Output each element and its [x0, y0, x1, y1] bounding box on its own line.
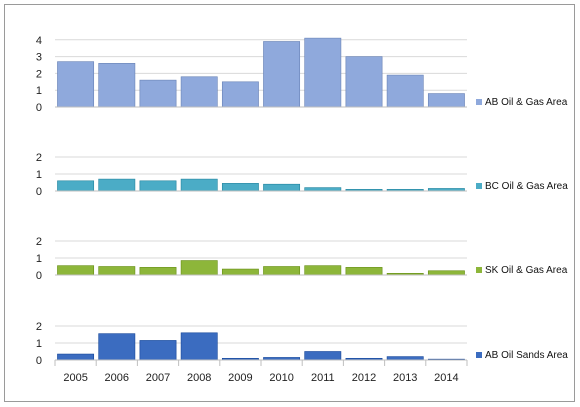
bar-ab-oil-gas-area-2007 [139, 79, 177, 108]
x-tick-label-2006: 2006 [105, 372, 129, 384]
legend-swatch-bc-oil-gas-area [476, 183, 482, 189]
bar-sk-oil-gas-area-2005 [57, 265, 95, 276]
bar-ab-oil-sands-area-2007 [139, 340, 177, 361]
bar-ab-oil-gas-area-2005 [57, 61, 95, 108]
bar-ab-oil-gas-area-2010 [263, 41, 301, 108]
bar-ab-oil-sands-area-2008 [180, 332, 218, 361]
bar-bc-oil-gas-area-2011 [304, 187, 342, 192]
y-tick-label-panel4: 0 [36, 355, 42, 367]
x-tick-label-2008: 2008 [187, 372, 211, 384]
y-tick-label-panel2: 0 [36, 186, 42, 198]
bar-ab-oil-gas-area-2014 [427, 93, 465, 108]
y-tick-label-panel1: 4 [36, 35, 42, 47]
x-tick-label-2011: 2011 [311, 372, 335, 384]
x-tick-label-2010: 2010 [269, 372, 293, 384]
x-tick-label-2012: 2012 [352, 372, 376, 384]
bar-ab-oil-sands-area-2011 [304, 351, 342, 361]
bar-sk-oil-gas-area-2009 [221, 268, 259, 276]
bar-bc-oil-gas-area-2009 [221, 183, 259, 192]
y-tick-label-panel2: 2 [36, 152, 42, 164]
x-tick-label-2005: 2005 [63, 372, 87, 384]
bar-sk-oil-gas-area-2008 [180, 260, 218, 276]
y-tick-label-panel2: 1 [36, 169, 42, 181]
y-tick-label-panel3: 2 [36, 236, 42, 248]
bar-bc-oil-gas-area-2010 [263, 183, 301, 192]
bar-bc-oil-gas-area-2008 [180, 178, 218, 192]
bar-bc-oil-gas-area-2005 [57, 180, 95, 192]
bar-sk-oil-gas-area-2006 [98, 266, 136, 276]
legend-swatch-sk-oil-gas-area [476, 267, 482, 273]
y-tick-label-panel1: 1 [36, 85, 42, 97]
bar-ab-oil-sands-area-2005 [57, 353, 95, 361]
bar-ab-oil-sands-area-2013 [386, 356, 424, 361]
legend-label-bc-oil-gas-area: BC Oil & Gas Area [485, 181, 568, 192]
bar-ab-oil-gas-area-2009 [221, 81, 259, 108]
bar-bc-oil-gas-area-2007 [139, 180, 177, 192]
x-tick-label-2014: 2014 [434, 372, 458, 384]
bar-bc-oil-gas-area-2006 [98, 178, 136, 192]
bar-ab-oil-gas-area-2013 [386, 74, 424, 108]
legend-swatch-ab-oil-sands-area [476, 352, 482, 358]
x-tick-label-2013: 2013 [393, 372, 417, 384]
legend-swatch-ab-oil-gas-area [476, 99, 482, 105]
y-tick-label-panel1: 3 [36, 52, 42, 64]
bar-sk-oil-gas-area-2007 [139, 267, 177, 276]
y-tick-label-panel3: 0 [36, 270, 42, 282]
bar-sk-oil-gas-area-2012 [345, 267, 383, 276]
bar-ab-oil-gas-area-2012 [345, 56, 383, 108]
bar-ab-oil-gas-area-2011 [304, 37, 342, 108]
bar-ab-oil-gas-area-2006 [98, 63, 136, 108]
bar-sk-oil-gas-area-2010 [263, 266, 301, 276]
bar-sk-oil-gas-area-2014 [427, 270, 465, 276]
bar-sk-oil-gas-area-2011 [304, 265, 342, 276]
x-tick-label-2009: 2009 [228, 372, 252, 384]
y-tick-label-panel1: 0 [36, 102, 42, 114]
y-tick-label-panel4: 2 [36, 321, 42, 333]
x-tick-label-2007: 2007 [146, 372, 170, 384]
y-tick-label-panel4: 1 [36, 338, 42, 350]
legend-label-ab-oil-sands-area: AB Oil Sands Area [485, 350, 568, 361]
bar-ab-oil-gas-area-2008 [180, 76, 218, 108]
legend-label-sk-oil-gas-area: SK Oil & Gas Area [485, 265, 568, 276]
y-tick-label-panel3: 1 [36, 253, 42, 265]
legend-label-ab-oil-gas-area: AB Oil & Gas Area [485, 97, 568, 108]
y-tick-label-panel1: 2 [36, 68, 42, 80]
bar-ab-oil-sands-area-2006 [98, 333, 136, 361]
